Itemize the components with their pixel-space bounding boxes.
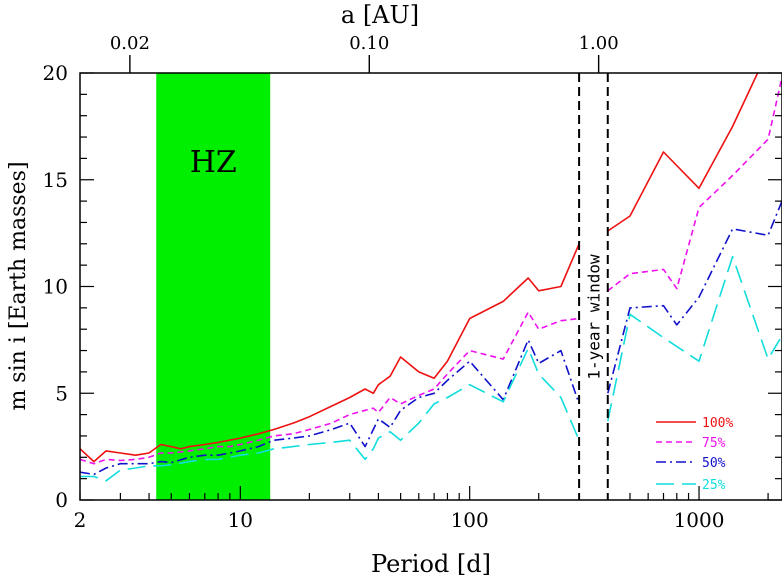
series-lines <box>80 73 782 482</box>
year-window-label: 1-year window <box>584 254 603 380</box>
y-tick-label: 20 <box>43 61 68 85</box>
legend-label-100pct: 100% <box>702 416 733 431</box>
top-tick-label: 0.10 <box>349 33 389 54</box>
y-tick-label: 5 <box>55 381 68 405</box>
legend: 100% 75% 50% 25% <box>656 416 733 493</box>
top-tick-label: 0.02 <box>110 33 150 54</box>
series-line-25pct-segment-1 <box>80 347 580 482</box>
y-tick-label: 10 <box>43 275 68 299</box>
bands <box>156 73 271 500</box>
x-tick-label: 2 <box>74 508 87 532</box>
x-axis-label: Period [d] <box>371 550 491 578</box>
overlay: HZ 1-year window <box>190 73 609 500</box>
top-tick-label: 1.00 <box>579 33 619 54</box>
series-line-100pct-segment-2 <box>607 73 759 232</box>
series-line-50pct-segment-1 <box>80 339 580 476</box>
series-line-75pct-segment-1 <box>80 311 580 465</box>
x-tick-label: 100 <box>451 508 489 532</box>
series-line-100pct-segment-1 <box>80 243 580 463</box>
y-tick-label: 0 <box>55 488 68 512</box>
legend-label-25pct: 25% <box>702 478 726 493</box>
series-line-75pct-segment-2 <box>607 77 782 292</box>
x-tick-label: 1000 <box>674 508 725 532</box>
top-axis-label: a [AU] <box>341 1 419 29</box>
y-axis-label: m sin i [Earth masses] <box>6 161 31 410</box>
hz-band <box>156 73 271 500</box>
x-tick-label: 10 <box>228 508 253 532</box>
legend-label-50pct: 50% <box>702 456 726 471</box>
y-tick-label: 15 <box>43 168 68 192</box>
series-line-25pct-segment-2 <box>607 255 782 422</box>
series-line-50pct-segment-2 <box>607 200 782 394</box>
axis-ticks: 2 10 100 1000 0 5 10 15 20 0.02 0.10 1.00 <box>43 33 782 532</box>
hz-label: HZ <box>190 145 237 180</box>
legend-label-75pct: 75% <box>702 436 726 451</box>
